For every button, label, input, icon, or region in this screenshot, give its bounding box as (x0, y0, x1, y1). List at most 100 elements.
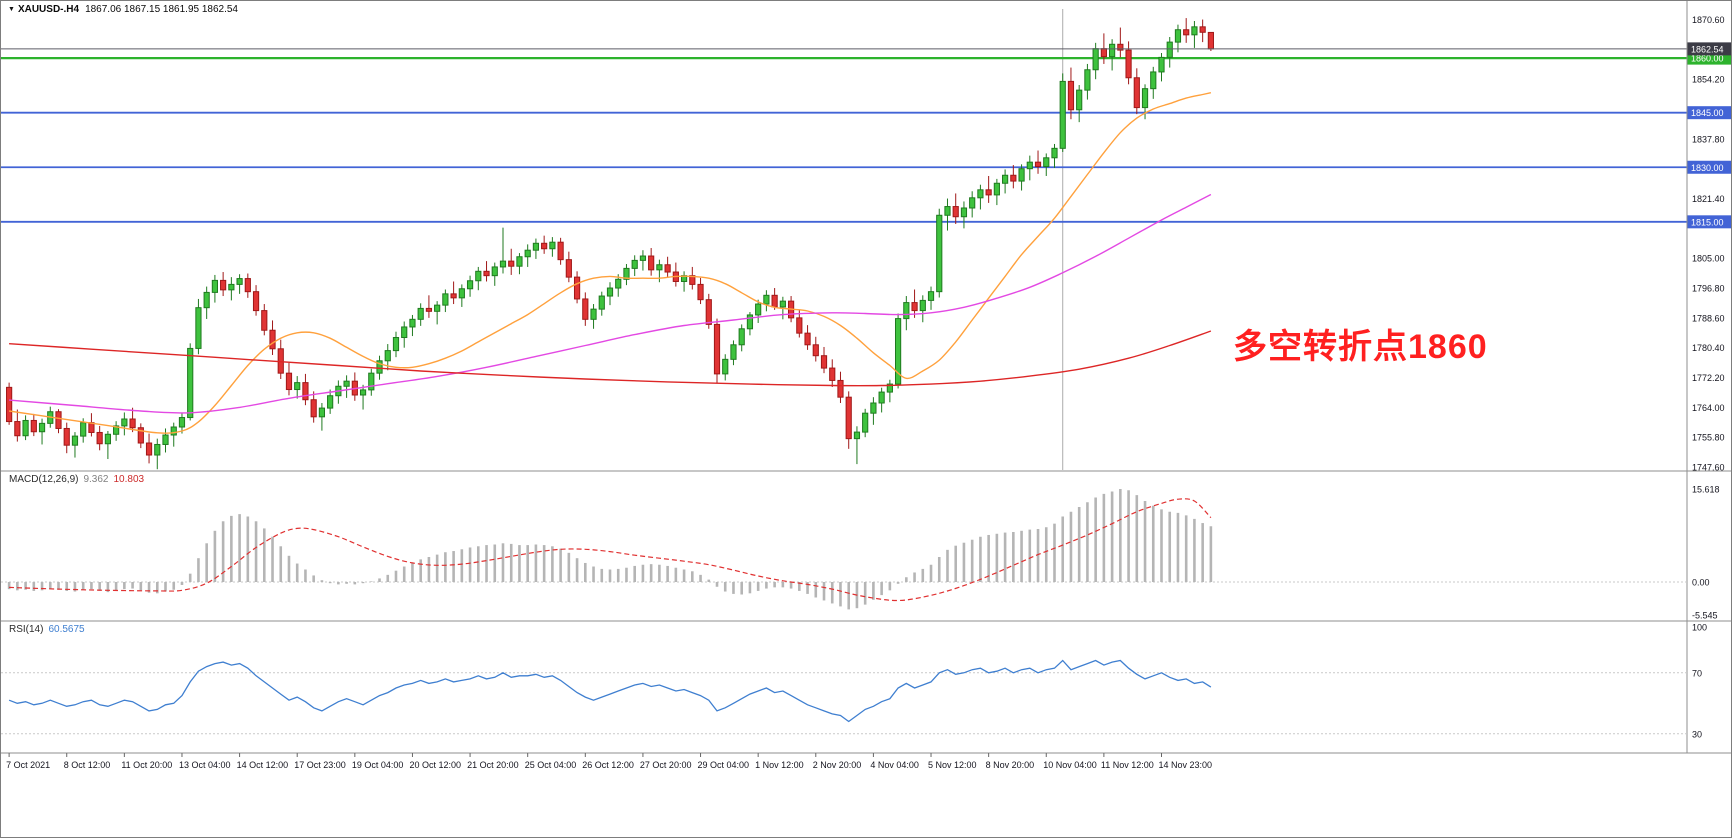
candle-down (1199, 26, 1206, 33)
candle-up (615, 278, 622, 289)
symbol-menu-icon[interactable]: ▼ (8, 6, 15, 13)
candle-up (516, 256, 523, 267)
candle-down (508, 260, 515, 267)
candle-up (80, 422, 87, 437)
time-label: 1 Nov 12:00 (755, 760, 804, 770)
candle-up (878, 391, 885, 404)
candle-down (705, 299, 712, 325)
macd-main-value: 9.362 (83, 474, 109, 485)
candle-up (228, 283, 235, 291)
candle-up (409, 318, 416, 328)
candle-up (532, 242, 540, 251)
candle-down (952, 206, 959, 218)
rsi-indicator-label: RSI(14) 60.5675 (9, 624, 85, 635)
candle-up (927, 291, 935, 301)
candle-down (310, 399, 317, 418)
price-tick-label: 1854.20 (1692, 75, 1725, 85)
time-axis[interactable]: 7 Oct 2021 8 Oct 12:00 11 Oct 20:00 13 Oct … (6, 753, 1212, 770)
chart-ohlc-title: ▼ XAUUSD-.H4 1867.06 1867.15 1861.95 1862.… (8, 4, 238, 15)
candle-down (55, 411, 62, 429)
candle-up (458, 288, 465, 299)
candle-down (541, 242, 548, 250)
candle-up (376, 360, 383, 374)
rsi-line (8, 659, 1212, 723)
candle-up (327, 395, 334, 409)
candle-up (853, 431, 861, 440)
candle-up (203, 291, 210, 309)
candle-up (104, 433, 111, 445)
candle-up (1191, 26, 1198, 36)
candle-down (829, 367, 836, 381)
candle-down (285, 372, 293, 391)
candle-up (1043, 157, 1050, 168)
candle-up (1092, 48, 1099, 71)
candle-down (845, 396, 852, 440)
candle-up (154, 443, 161, 456)
rsi-value: 60.5675 (48, 624, 85, 635)
candle-up (960, 207, 968, 218)
ma-fast-orange (8, 92, 1212, 434)
time-label: 2 Nov 20:00 (813, 760, 862, 770)
candle-down (1125, 49, 1132, 79)
time-label: 13 Oct 04:00 (179, 760, 231, 770)
candle-down (804, 332, 811, 346)
candle-down (220, 279, 227, 291)
candle-up (919, 299, 926, 312)
candle-up (236, 278, 243, 285)
candle-down (1207, 31, 1214, 50)
candle-down (129, 418, 136, 429)
level-badge-1815.00-text: 1815.00 (1691, 217, 1724, 227)
level-badge-1830.00: 1830.00 (1687, 160, 1731, 174)
candle-down (137, 427, 144, 444)
candle-down (648, 255, 655, 271)
level-badge-1860.00-text: 1860.00 (1691, 54, 1724, 64)
candle-up (936, 214, 943, 293)
candle-down (483, 270, 490, 277)
candle-up (722, 358, 729, 375)
candle-up (113, 425, 120, 435)
level-badge-1830.00-text: 1830.00 (1691, 163, 1724, 173)
candle-down (1034, 161, 1042, 168)
candle-up (1002, 174, 1009, 184)
candle-up (1059, 80, 1066, 149)
candle-up (294, 382, 301, 391)
candle-up (1018, 168, 1025, 182)
time-label: 8 Nov 20:00 (986, 760, 1035, 770)
candle-up (1174, 29, 1182, 43)
time-label: 10 Nov 04:00 (1043, 760, 1097, 770)
price-tick-label: 1764.00 (1692, 403, 1725, 413)
candle-down (1067, 80, 1075, 111)
time-label: 11 Oct 20:00 (121, 760, 172, 770)
candle-up (392, 337, 400, 352)
candle-up (590, 308, 597, 320)
candle-down (697, 283, 704, 301)
bid-price-badge-text: 1862.54 (1691, 44, 1724, 54)
candle-down (1183, 29, 1190, 36)
price-tick-label: 1821.40 (1692, 194, 1725, 204)
rsi-tick-label: 100 (1692, 623, 1707, 633)
macd-name: MACD(12,26,9) (9, 474, 79, 485)
candle-up (434, 304, 441, 312)
candle-up (22, 419, 29, 437)
candle-up (71, 435, 79, 446)
level-badge-1845.00: 1845.00 (1687, 106, 1731, 120)
candle-down (573, 276, 581, 300)
candle-down (450, 293, 457, 299)
rsi-tick-label: 70 (1692, 668, 1702, 678)
time-label: 14 Oct 12:00 (237, 760, 289, 770)
rsi-name: RSI(14) (9, 624, 44, 635)
candle-up (401, 326, 408, 339)
time-label: 11 Nov 12:00 (1101, 760, 1154, 770)
symbol-timeframe-label: XAUUSD-.H4 (17, 4, 80, 15)
price-tick-label: 1747.60 (1692, 463, 1725, 473)
candle-up (606, 287, 614, 297)
candle-up (977, 189, 984, 199)
ohlc-values: 1867.06 1867.15 1861.95 1862.54 (85, 4, 238, 15)
candle-up (903, 302, 910, 320)
candle-up (195, 307, 202, 349)
chart-annotation[interactable]: 多空转折点1860 (1233, 328, 1488, 366)
time-label: 17 Oct 23:00 (294, 760, 346, 770)
candle-up (417, 307, 424, 320)
candlestick-series[interactable] (6, 18, 1214, 470)
